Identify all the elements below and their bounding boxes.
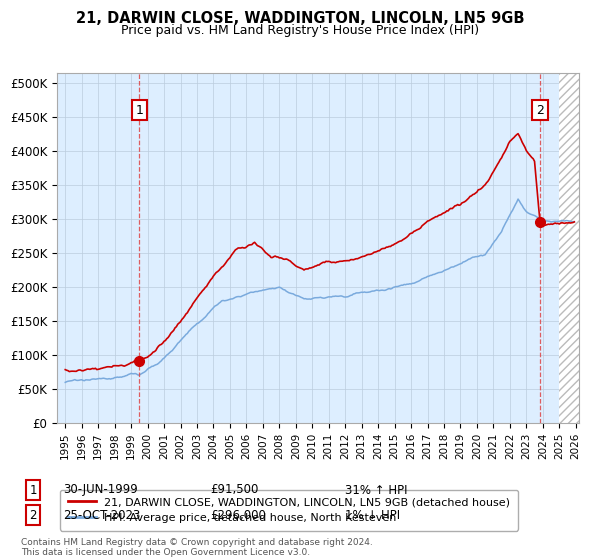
Text: Contains HM Land Registry data © Crown copyright and database right 2024.
This d: Contains HM Land Registry data © Crown c… xyxy=(21,538,373,557)
Legend: 21, DARWIN CLOSE, WADDINGTON, LINCOLN, LN5 9GB (detached house), HPI: Average pr: 21, DARWIN CLOSE, WADDINGTON, LINCOLN, L… xyxy=(60,489,518,531)
Text: 25-OCT-2023: 25-OCT-2023 xyxy=(63,508,140,522)
Text: 31% ↑ HPI: 31% ↑ HPI xyxy=(345,483,407,497)
Text: 2: 2 xyxy=(536,104,544,116)
Text: 21, DARWIN CLOSE, WADDINGTON, LINCOLN, LN5 9GB: 21, DARWIN CLOSE, WADDINGTON, LINCOLN, L… xyxy=(76,11,524,26)
Text: £91,500: £91,500 xyxy=(210,483,259,497)
Text: 1: 1 xyxy=(136,104,143,116)
Text: 30-JUN-1999: 30-JUN-1999 xyxy=(63,483,138,497)
Bar xyxy=(559,73,595,423)
Text: £296,000: £296,000 xyxy=(210,508,266,522)
Text: 2: 2 xyxy=(29,508,37,522)
Text: Price paid vs. HM Land Registry's House Price Index (HPI): Price paid vs. HM Land Registry's House … xyxy=(121,24,479,37)
Text: 1% ↓ HPI: 1% ↓ HPI xyxy=(345,508,400,522)
Text: 1: 1 xyxy=(29,483,37,497)
